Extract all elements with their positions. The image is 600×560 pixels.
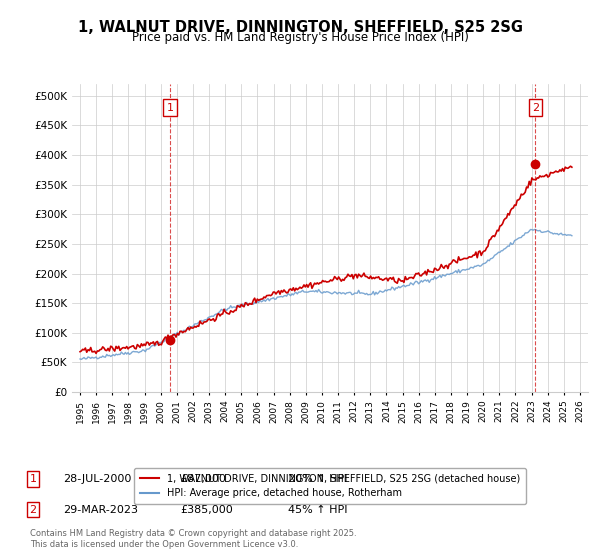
Text: Price paid vs. HM Land Registry's House Price Index (HPI): Price paid vs. HM Land Registry's House …	[131, 31, 469, 44]
Text: £87,000: £87,000	[180, 474, 226, 484]
Text: Contains HM Land Registry data © Crown copyright and database right 2025.
This d: Contains HM Land Registry data © Crown c…	[30, 529, 356, 549]
Text: 2: 2	[532, 102, 539, 113]
Text: 20% ↑ HPI: 20% ↑ HPI	[288, 474, 347, 484]
Legend: 1, WALNUT DRIVE, DINNINGTON, SHEFFIELD, S25 2SG (detached house), HPI: Average p: 1, WALNUT DRIVE, DINNINGTON, SHEFFIELD, …	[134, 468, 526, 504]
Text: 1, WALNUT DRIVE, DINNINGTON, SHEFFIELD, S25 2SG: 1, WALNUT DRIVE, DINNINGTON, SHEFFIELD, …	[77, 20, 523, 35]
Text: 28-JUL-2000: 28-JUL-2000	[63, 474, 131, 484]
Text: 1: 1	[166, 102, 173, 113]
Text: 45% ↑ HPI: 45% ↑ HPI	[288, 505, 347, 515]
Text: 2: 2	[29, 505, 37, 515]
Text: 1: 1	[29, 474, 37, 484]
Text: 29-MAR-2023: 29-MAR-2023	[63, 505, 138, 515]
Text: £385,000: £385,000	[180, 505, 233, 515]
